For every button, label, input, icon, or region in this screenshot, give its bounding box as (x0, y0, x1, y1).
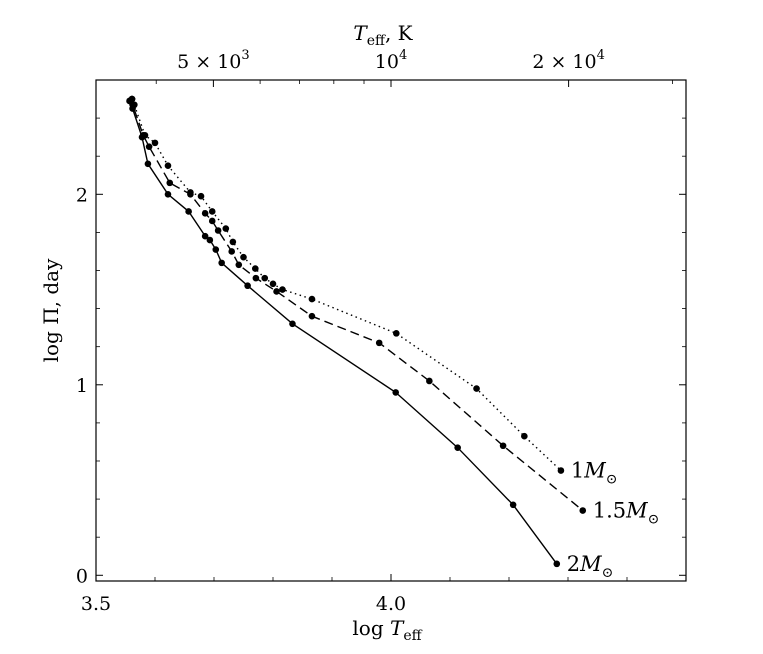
data-point (269, 280, 277, 288)
data-point (222, 225, 230, 232)
data-point (187, 189, 194, 196)
plot-area (126, 95, 587, 568)
data-point (145, 143, 153, 150)
data-point (553, 560, 561, 568)
series-1 (126, 95, 587, 514)
series-label: 2M⊙ (567, 552, 614, 581)
data-point (214, 227, 222, 234)
data-point (141, 131, 149, 139)
data-point (392, 389, 400, 396)
data-point (164, 162, 172, 170)
data-point (499, 442, 507, 450)
data-point (151, 139, 159, 147)
data-point (509, 501, 517, 509)
data-point (197, 192, 205, 200)
y-tick-label: 2 (76, 184, 88, 206)
data-point (244, 282, 251, 290)
x-tick-label: 3.5 (81, 593, 111, 615)
y-axis-label: log Π, day (39, 258, 63, 362)
data-point (308, 295, 316, 303)
data-point (252, 265, 259, 272)
top-axis-label: Teff, K (353, 21, 413, 49)
data-point (131, 101, 138, 109)
series-line (129, 97, 562, 472)
x-axis-label: log Teff (352, 616, 422, 644)
y-tick-label: 1 (76, 375, 88, 397)
data-point (185, 208, 192, 215)
data-point (289, 320, 296, 328)
series-line (129, 97, 584, 512)
data-point (240, 253, 247, 261)
data-point (206, 236, 214, 244)
data-point (252, 274, 260, 282)
data-point (228, 248, 235, 255)
data-point (212, 246, 220, 253)
data-point (308, 312, 316, 320)
data-point (454, 444, 461, 451)
data-point (273, 288, 280, 295)
data-point (235, 261, 243, 269)
x-tick-label: 4.0 (376, 593, 406, 615)
series-label: 1M⊙ (571, 459, 618, 488)
data-point (521, 432, 528, 440)
data-point (128, 95, 136, 103)
y-tick-label: 0 (76, 565, 88, 587)
data-point (229, 238, 237, 246)
data-point (579, 507, 587, 514)
data-point (208, 217, 216, 225)
data-point (201, 210, 209, 217)
data-point (208, 208, 216, 215)
data-point (393, 330, 400, 337)
series-label: 1.5M⊙ (593, 499, 660, 528)
top-tick-label: 5 × 103 (177, 48, 250, 73)
top-tick-label: 104 (375, 48, 407, 73)
data-point (166, 179, 174, 187)
top-tick-label: 2 × 104 (532, 48, 605, 73)
data-point (144, 160, 152, 168)
data-point (557, 467, 565, 474)
labels: log Teff log Π, day Teff, K 2M⊙ 1.5M⊙ 1M⊙ (39, 21, 659, 644)
data-point (218, 259, 225, 267)
data-point (473, 385, 480, 392)
data-point (164, 190, 172, 198)
series-2 (126, 95, 565, 474)
data-point (375, 339, 383, 347)
data-point (261, 274, 269, 282)
axes: 3.5 4.0 0 1 2 5 × 103 104 2 × 104 (76, 48, 687, 615)
data-point (201, 232, 209, 240)
series-line (129, 97, 558, 565)
data-point (279, 286, 286, 293)
data-point (426, 377, 433, 385)
series-0 (126, 95, 561, 568)
